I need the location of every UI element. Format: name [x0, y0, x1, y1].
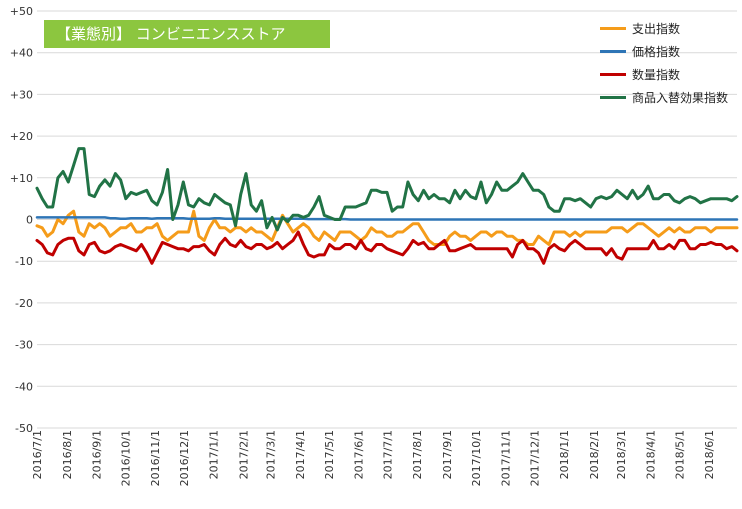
y-tick-label: -20	[15, 297, 33, 310]
series-line	[35, 209, 739, 246]
legend-item: 商品入替効果指数	[600, 86, 728, 109]
legend-item: 数量指数	[600, 63, 728, 86]
x-tick-label: 2018/5/1	[673, 430, 686, 479]
series-line	[35, 230, 739, 265]
legend-swatch	[600, 50, 626, 53]
y-tick-label: +50	[10, 5, 33, 18]
x-tick-label: 2017/4/1	[294, 430, 307, 479]
legend-swatch	[600, 96, 626, 99]
legend-label: 支出指数	[632, 22, 681, 36]
x-tick-label: 2017/3/1	[264, 430, 277, 479]
series-line	[35, 216, 739, 221]
y-tick-label: 0	[26, 214, 33, 227]
y-tick-label: +30	[10, 88, 33, 101]
x-tick-label: 2017/2/1	[237, 430, 250, 479]
x-tick-label: 2017/1/1	[208, 430, 221, 479]
x-tick-label: 2017/10/1	[470, 430, 483, 486]
legend-label: 商品入替効果指数	[632, 91, 729, 105]
y-tick-label: -40	[15, 380, 33, 393]
x-tick-label: 2016/12/1	[178, 430, 191, 486]
legend-label: 価格指数	[632, 45, 681, 59]
x-tick-label: 2017/8/1	[411, 430, 424, 479]
x-tick-label: 2018/6/1	[703, 430, 716, 479]
x-tick-label: 2018/1/1	[558, 430, 571, 479]
chart-title: 【業態別】 コンビニエンスストア	[44, 20, 330, 48]
x-tick-label: 2016/9/1	[91, 430, 104, 479]
legend-item: 支出指数	[600, 17, 728, 40]
legend-item: 価格指数	[600, 40, 728, 63]
x-tick-label: 2017/12/1	[528, 430, 541, 486]
x-tick-label: 2017/9/1	[441, 430, 454, 479]
x-tick-label: 2017/5/1	[323, 430, 336, 479]
series-line	[35, 147, 739, 232]
y-axis-ticks: +50 +40 +30 +20 +10 0 -10 -20 -30 -40 -50	[10, 5, 33, 435]
y-tick-label: -50	[15, 422, 33, 435]
y-tick-label: -10	[15, 255, 33, 268]
legend-swatch	[600, 73, 626, 76]
x-tick-label: 2018/2/1	[588, 430, 601, 479]
x-tick-label: 2016/10/1	[119, 430, 132, 486]
x-tick-label: 2017/11/1	[500, 430, 513, 486]
x-tick-label: 2017/6/1	[353, 430, 366, 479]
x-tick-label: 2018/4/1	[645, 430, 658, 479]
y-tick-label: +20	[10, 130, 33, 143]
x-tick-label: 2016/11/1	[149, 430, 162, 486]
legend-label: 数量指数	[632, 68, 681, 82]
y-tick-label: -30	[15, 339, 33, 352]
legend-swatch	[600, 27, 626, 30]
x-tick-label: 2016/8/1	[61, 430, 74, 479]
y-tick-label: +40	[10, 47, 33, 60]
y-tick-label: +10	[10, 172, 33, 185]
x-tick-label: 2018/3/1	[615, 430, 628, 479]
series-lines	[35, 147, 739, 265]
x-axis-ticks: 2016/7/1 2016/8/1 2016/9/1 2016/10/1 2016/11…	[31, 430, 716, 486]
x-tick-label: 2017/7/1	[381, 430, 394, 479]
x-tick-label: 2016/7/1	[31, 430, 44, 479]
legend: 支出指数 価格指数 数量指数 商品入替効果指数	[600, 17, 728, 109]
